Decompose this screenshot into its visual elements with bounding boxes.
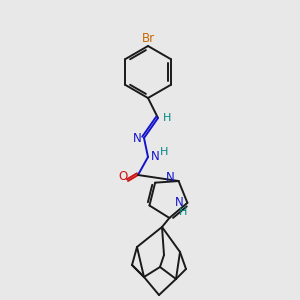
Text: N: N — [166, 170, 175, 184]
Text: N: N — [133, 133, 141, 146]
Text: N: N — [175, 196, 184, 209]
Text: N: N — [151, 151, 159, 164]
Text: Br: Br — [141, 32, 154, 44]
Text: H: H — [160, 147, 168, 157]
Text: H: H — [179, 207, 188, 217]
Text: O: O — [118, 169, 127, 182]
Text: H: H — [163, 113, 171, 123]
